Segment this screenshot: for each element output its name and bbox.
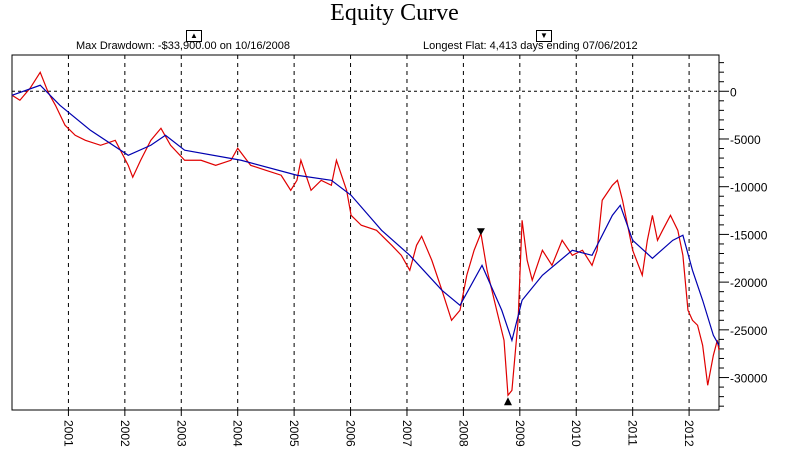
y-tick-label: -30000	[730, 372, 768, 386]
chart-title: Equity Curve	[330, 0, 459, 26]
x-tick-label: 2004	[231, 420, 245, 447]
longest-flat-marker-icon[interactable]: ▼	[536, 30, 552, 42]
y-tick-label: -25000	[730, 324, 768, 338]
x-tick-label: 2008	[456, 420, 470, 447]
x-tick-label: 2007	[400, 420, 414, 447]
max-drawdown-marker-icon[interactable]: ▲	[186, 30, 202, 42]
x-tick-label: 2010	[569, 420, 583, 447]
max-drawdown-label: Max Drawdown: -$33,900.00 on 10/16/2008	[76, 40, 291, 52]
y-tick-label: -15000	[730, 228, 768, 242]
trough-marker-icon	[503, 397, 512, 406]
y-tick-label: -20000	[730, 276, 768, 290]
longest-flat-label: Longest Flat: 4,413 days ending 07/06/20…	[423, 40, 638, 52]
y-tick-label: 0	[730, 85, 737, 99]
plot-frame	[11, 54, 720, 411]
x-tick-label: 2011	[626, 420, 640, 446]
y-tick-label: -5000	[730, 133, 761, 147]
x-tick-label: 2006	[344, 420, 358, 447]
x-tick-label: 2005	[287, 420, 301, 447]
x-tick-label: 2012	[682, 420, 696, 447]
x-tick-label: 2001	[61, 420, 75, 447]
y-tick-label: -10000	[730, 181, 768, 195]
peak-marker-icon	[476, 228, 485, 236]
x-tick-label: 2003	[174, 420, 188, 447]
series-line-moving-average	[11, 84, 720, 346]
x-tick-label: 2002	[118, 420, 132, 447]
x-tick-label: 2009	[513, 420, 527, 447]
